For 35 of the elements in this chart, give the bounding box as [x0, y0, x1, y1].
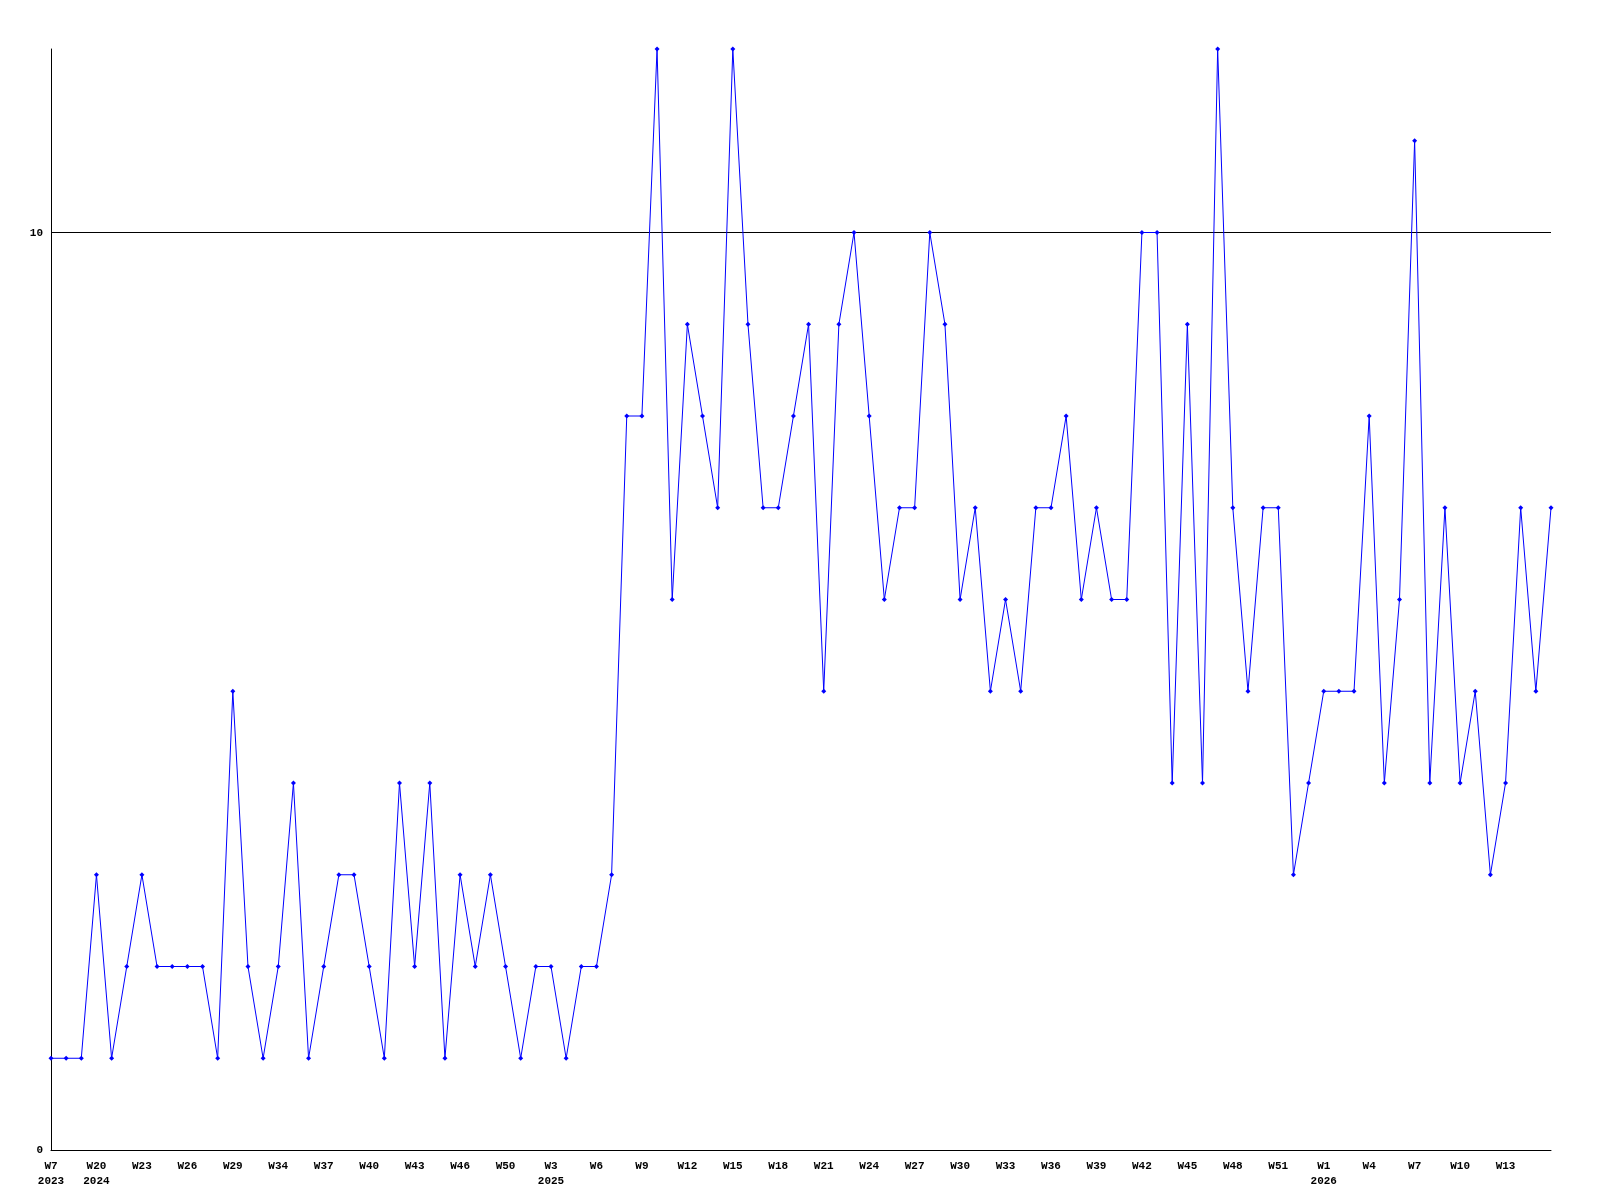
- x-tick-label: W27: [904, 1159, 925, 1172]
- x-tick-label: W33: [995, 1159, 1016, 1172]
- x-tick-label: W23: [132, 1159, 153, 1172]
- x-tick-label: W40: [359, 1159, 380, 1172]
- x-tick-label: W7: [1408, 1159, 1422, 1172]
- x-tick-label: W10: [1450, 1159, 1470, 1172]
- x-tick-label: W13: [1495, 1159, 1516, 1172]
- x-tick-label: W6: [589, 1159, 604, 1172]
- x-tick-label: W29: [222, 1159, 243, 1172]
- x-tick-label: W21: [813, 1159, 835, 1172]
- x-tick-label: W26: [177, 1159, 198, 1172]
- x-tick-label: W20 2024: [83, 1159, 111, 1187]
- y-tick-label: 10: [29, 226, 43, 239]
- y-tick-label: 0: [36, 1144, 43, 1156]
- x-tick-label: W45: [1177, 1159, 1198, 1172]
- x-tick-label: W37: [313, 1159, 334, 1172]
- x-tick-label: W46: [450, 1159, 470, 1172]
- x-tick-label: W42: [1132, 1159, 1152, 1172]
- x-tick-label: W4: [1362, 1159, 1377, 1172]
- x-tick-label: W51: [1268, 1159, 1289, 1172]
- x-tick-label: W39: [1086, 1159, 1107, 1172]
- x-tick-label: W12: [677, 1159, 698, 1172]
- x-tick-label: W30: [950, 1159, 970, 1172]
- x-tick-label: W34: [268, 1159, 289, 1172]
- x-tick-label: W9: [635, 1159, 649, 1172]
- x-tick-label: W7 2023: [37, 1159, 65, 1187]
- x-tick-label: W43: [404, 1159, 425, 1172]
- x-tick-label: W48: [1222, 1159, 1244, 1172]
- x-tick-label: W1 2026: [1310, 1159, 1337, 1187]
- x-tick-label: W36: [1041, 1159, 1061, 1172]
- x-tick-label: W15: [722, 1159, 744, 1172]
- x-tick-label: W18: [768, 1159, 789, 1172]
- x-tick-label: W50: [495, 1159, 516, 1172]
- x-tick-label: W24: [859, 1159, 880, 1172]
- x-tick-label: W3 2025: [537, 1159, 565, 1187]
